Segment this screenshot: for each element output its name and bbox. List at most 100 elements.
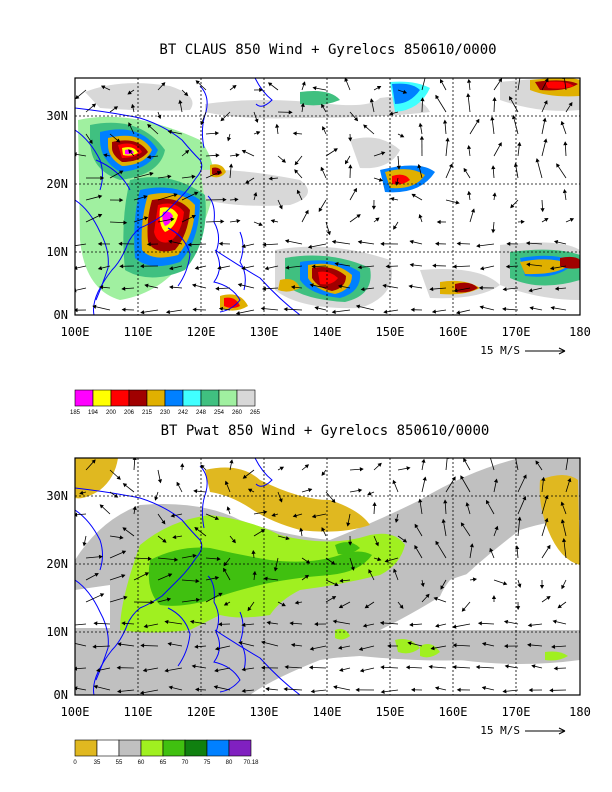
wind-vector-head (333, 685, 338, 690)
coastline (75, 78, 301, 315)
wind-vector-head (493, 478, 499, 483)
wind-vector-head (228, 163, 234, 168)
wind-vector-head (157, 114, 162, 120)
wind-vector-head (189, 619, 195, 625)
x-tick-label: 110E (124, 705, 153, 719)
wind-vector-head (390, 196, 395, 202)
y-tick-label: 30N (46, 109, 68, 123)
wind-vector-head (191, 664, 196, 669)
wind-vector-head (527, 623, 532, 628)
wind-vector-head (453, 288, 458, 293)
wind-vector-head (223, 601, 229, 606)
wind-vector-head (557, 604, 562, 609)
wind-vector-head (215, 153, 220, 158)
wind-vector-head (314, 306, 319, 311)
wind-vector-head (261, 286, 266, 291)
colorbar-label: 0 (73, 760, 77, 766)
wind-vector-head (350, 566, 355, 571)
colorbar-swatch (146, 389, 166, 407)
wind-vector-head (420, 582, 425, 588)
wind-vector-head (232, 84, 237, 89)
wind-vector-head (553, 239, 559, 245)
wind-vector-head (334, 582, 339, 587)
colorbar-label: 35 (94, 760, 101, 766)
colorbar-label: 80 (226, 760, 233, 766)
wind-vector-head (294, 600, 299, 605)
wind-vector-head (144, 283, 149, 288)
wind-vector-head (439, 78, 444, 84)
wind-vector-head (435, 94, 440, 100)
wind-vector-head (461, 607, 466, 612)
colorbar-swatch (218, 389, 238, 407)
wind-vector-head (511, 114, 517, 120)
wind-vector-head (502, 581, 508, 586)
wind-vector-head (418, 214, 423, 219)
wind-vector-head (456, 241, 461, 246)
wind-vector-head (331, 498, 336, 504)
wind-vector (536, 158, 543, 179)
x-tick-label: 100E (61, 705, 90, 719)
y-tick-label: 30N (46, 489, 68, 503)
colorbar-swatch (200, 389, 220, 407)
vector-scale-label: 15 M/S (480, 724, 520, 737)
wind-vector-head (378, 177, 384, 182)
wind-vector-head (318, 207, 323, 212)
wind-vector-head (121, 550, 127, 555)
wind-vector-head (122, 483, 128, 488)
wind-vector-head (222, 197, 227, 202)
wind-vector-head (299, 527, 304, 532)
wind-vector-head (241, 622, 246, 627)
wind-vector-head (492, 96, 497, 101)
wind-vector-head (414, 523, 419, 529)
wind-vector-head (472, 577, 478, 582)
wind-vector-head (517, 516, 522, 521)
wind-vector-head (498, 78, 503, 83)
wind-vector-head (218, 241, 223, 246)
colorbar-swatch (92, 389, 112, 407)
wind-vector-head (528, 288, 533, 293)
wind-vector-head (241, 265, 246, 271)
colorbar-label: 75 (204, 760, 211, 766)
wind-vector-head (489, 547, 494, 553)
x-tick-label: 160E (439, 325, 468, 339)
wind-vector-head (292, 513, 298, 518)
colorbar-swatch (236, 389, 256, 407)
wind-vector-head (266, 620, 271, 625)
colorbar-label: 60 (138, 760, 145, 766)
wind-vector-head (285, 265, 290, 270)
wind-vector (75, 623, 87, 626)
wind-vector-head (296, 189, 301, 195)
x-tick-label: 150E (376, 705, 405, 719)
wind-vector-head (252, 570, 257, 575)
wind-vector-head (247, 606, 252, 612)
colorbar-swatch (140, 739, 164, 757)
wind-vector-head (214, 575, 220, 581)
wind-vector-head (215, 286, 220, 291)
wind-vector-head (229, 459, 234, 464)
wind-vector-head (164, 668, 169, 673)
wind-vector-head (494, 525, 499, 531)
wind-vector-head (433, 596, 438, 601)
colorbar-label: 200 (106, 410, 117, 416)
wind-vector-head (194, 191, 199, 196)
wind-vector (75, 243, 87, 247)
wind-vector-head (338, 604, 344, 609)
wind-vector (75, 643, 87, 647)
graticule (75, 458, 580, 695)
wind-vector-head (127, 90, 132, 95)
wind-vector-head (174, 557, 179, 562)
wind-vector-head (337, 284, 343, 289)
wind-vector-head (330, 560, 336, 565)
wind-vector-head (372, 502, 377, 506)
wind-vector-head (262, 242, 267, 247)
wind-vector-head (332, 619, 337, 624)
wind-vector-head (463, 167, 468, 173)
wind-vector-head (407, 641, 412, 646)
x-tick-label: 160E (439, 705, 468, 719)
wind-vector-head (409, 239, 414, 244)
wind-vector-head (96, 668, 101, 673)
wind-vector-head (283, 307, 288, 312)
coastline (75, 458, 301, 695)
wind-vector-head (218, 306, 224, 312)
wind-vector-head (411, 193, 416, 198)
